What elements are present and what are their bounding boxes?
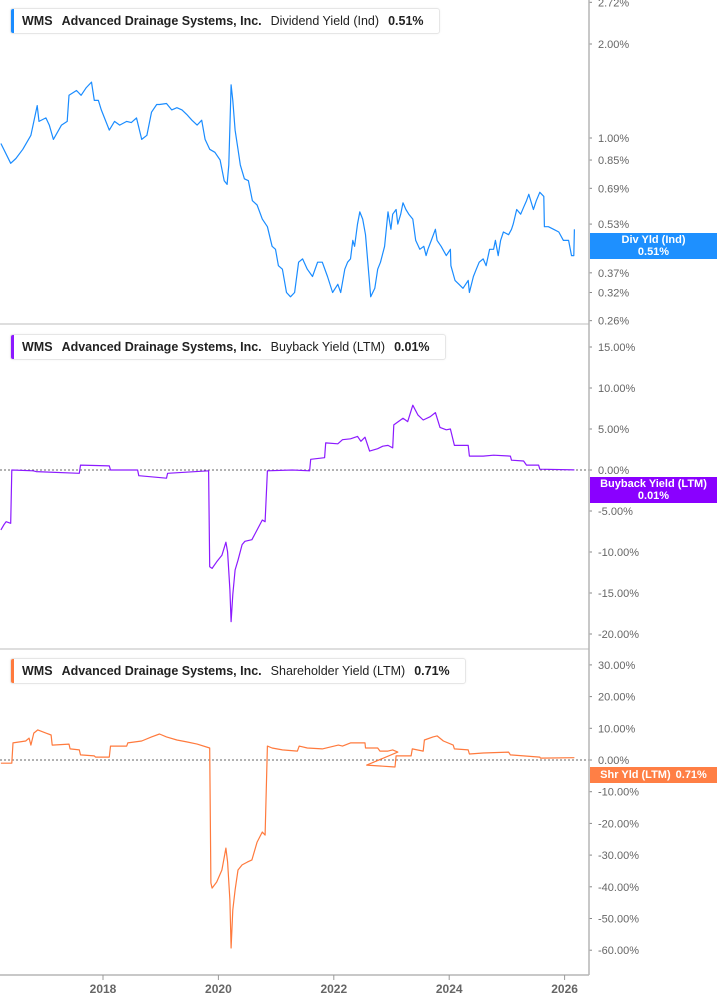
x-tick-label: 2022 — [320, 982, 347, 996]
y-tick-label: 0.26% — [598, 316, 629, 328]
x-tick-label: 2026 — [551, 982, 578, 996]
y-tick-label: -20.00% — [598, 629, 639, 641]
series-color-marker — [11, 659, 14, 683]
badge-value: 0.51% — [637, 246, 670, 258]
y-tick-label: 10.00% — [598, 723, 636, 735]
badge-label: Div Yld (Ind) — [621, 234, 686, 246]
legend-company: Advanced Drainage Systems, Inc. — [61, 340, 262, 354]
y-tick-label: 0.00% — [598, 755, 629, 767]
legend-ticker: WMS — [22, 340, 53, 354]
legend-value: 0.71% — [414, 664, 450, 678]
legend-metric: Dividend Yield (Ind) — [270, 14, 380, 28]
legend-value: 0.51% — [388, 14, 424, 28]
y-tick-label: 30.00% — [598, 660, 636, 672]
y-tick-label: 2.00% — [598, 39, 629, 51]
badge-value: 0.71% — [675, 769, 707, 781]
legend-metric: Shareholder Yield (LTM) — [270, 664, 406, 678]
legend-ticker: WMS — [22, 14, 53, 28]
y-tick-label: 0.00% — [598, 465, 629, 477]
legend-metric: Buyback Yield (LTM) — [270, 340, 386, 354]
y-tick-label: -5.00% — [598, 506, 633, 518]
y-tick-label: 2.72% — [598, 0, 629, 9]
y-tick-label: 0.53% — [598, 219, 629, 231]
x-tick-label: 2020 — [205, 982, 232, 996]
y-tick-label: -20.00% — [598, 818, 639, 830]
last-value-badge-buyback: Buyback Yield (LTM) 0.01% — [590, 477, 717, 503]
y-tick-label: 20.00% — [598, 692, 636, 704]
legend-dividend-yield: WMS Advanced Drainage Systems, Inc. Divi… — [10, 8, 440, 34]
legend-ticker: WMS — [22, 664, 53, 678]
legend-company: Advanced Drainage Systems, Inc. — [61, 14, 262, 28]
badge-value: 0.01% — [637, 490, 670, 502]
y-tick-label: 0.85% — [598, 155, 629, 167]
y-tick-label: -60.00% — [598, 945, 639, 957]
badge-label: Buyback Yield (LTM) — [600, 478, 707, 490]
y-tick-label: 0.32% — [598, 288, 629, 300]
x-tick-label: 2018 — [90, 982, 117, 996]
y-tick-label: -10.00% — [598, 787, 639, 799]
y-tick-label: 5.00% — [598, 424, 629, 436]
y-tick-label: -15.00% — [598, 588, 639, 600]
last-value-badge-dividend: Div Yld (Ind) 0.51% — [590, 233, 717, 259]
y-tick-label: 15.00% — [598, 342, 636, 354]
y-tick-label: -30.00% — [598, 850, 639, 862]
series-color-marker — [11, 335, 14, 359]
series-color-marker — [11, 9, 14, 33]
legend-company: Advanced Drainage Systems, Inc. — [61, 664, 262, 678]
y-tick-label: 10.00% — [598, 383, 636, 395]
x-tick-label: 2024 — [436, 982, 463, 996]
y-tick-label: 0.37% — [598, 268, 629, 280]
legend-buyback-yield: WMS Advanced Drainage Systems, Inc. Buyb… — [10, 334, 446, 360]
y-tick-label: -50.00% — [598, 914, 639, 926]
badge-label: Shr Yld (LTM) — [600, 769, 671, 781]
legend-value: 0.01% — [394, 340, 430, 354]
y-tick-label: -40.00% — [598, 882, 639, 894]
y-tick-label: -10.00% — [598, 547, 639, 559]
series-line — [0, 404, 575, 623]
y-tick-label: 0.69% — [598, 183, 629, 195]
y-tick-label: 1.00% — [598, 133, 629, 145]
series-line — [0, 81, 575, 298]
last-value-badge-shareholder: Shr Yld (LTM) 0.71% — [590, 767, 717, 783]
legend-shareholder-yield: WMS Advanced Drainage Systems, Inc. Shar… — [10, 658, 466, 684]
series-line — [0, 729, 575, 949]
